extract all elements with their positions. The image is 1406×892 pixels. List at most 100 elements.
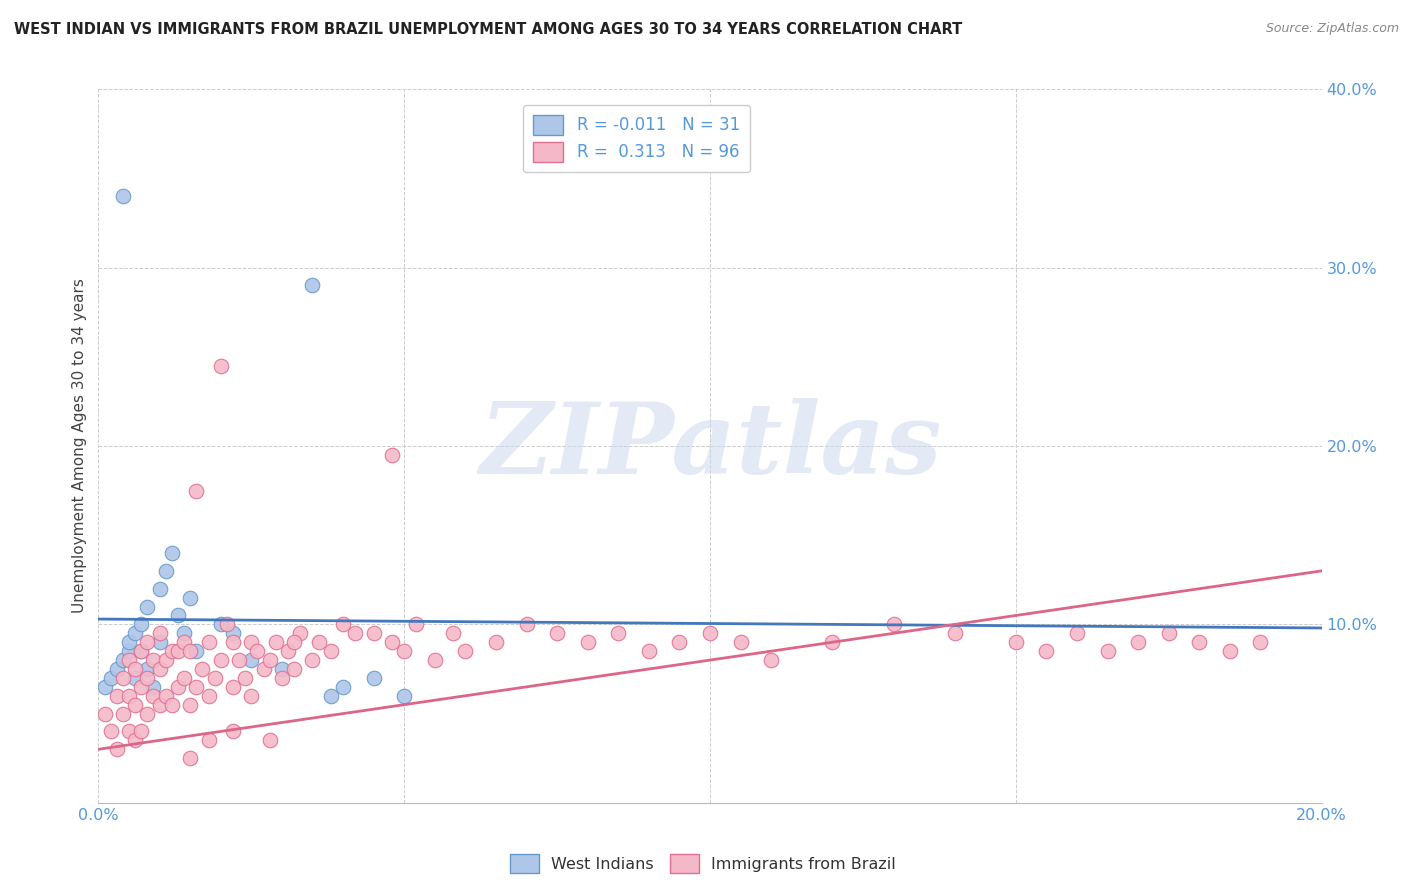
Text: Source: ZipAtlas.com: Source: ZipAtlas.com bbox=[1265, 22, 1399, 36]
Point bbox=[1097, 644, 1119, 658]
Point bbox=[381, 635, 404, 649]
Point bbox=[332, 680, 354, 694]
Point bbox=[516, 617, 538, 632]
Point bbox=[240, 653, 263, 667]
Point bbox=[405, 617, 427, 632]
Point bbox=[142, 689, 165, 703]
Point bbox=[160, 644, 183, 658]
Point bbox=[222, 724, 245, 739]
Point bbox=[332, 617, 354, 632]
Point bbox=[179, 751, 201, 765]
Y-axis label: Unemployment Among Ages 30 to 34 years: Unemployment Among Ages 30 to 34 years bbox=[72, 278, 87, 614]
Point bbox=[344, 626, 367, 640]
Point bbox=[167, 608, 190, 623]
Point bbox=[197, 733, 219, 747]
Point bbox=[111, 189, 134, 203]
Point bbox=[1128, 635, 1150, 649]
Point bbox=[730, 635, 752, 649]
Point bbox=[1157, 626, 1180, 640]
Point bbox=[100, 724, 122, 739]
Point bbox=[576, 635, 599, 649]
Point bbox=[883, 617, 905, 632]
Point bbox=[118, 724, 141, 739]
Point bbox=[204, 671, 226, 685]
Point bbox=[105, 742, 128, 756]
Point bbox=[136, 671, 159, 685]
Point bbox=[160, 546, 183, 560]
Point bbox=[607, 626, 630, 640]
Point bbox=[197, 689, 219, 703]
Point bbox=[283, 662, 305, 676]
Point bbox=[105, 689, 128, 703]
Point bbox=[252, 662, 274, 676]
Point bbox=[546, 626, 568, 640]
Point bbox=[1004, 635, 1026, 649]
Point bbox=[277, 644, 299, 658]
Point bbox=[191, 662, 214, 676]
Point bbox=[111, 706, 134, 721]
Point bbox=[246, 644, 269, 658]
Point bbox=[1066, 626, 1088, 640]
Point bbox=[270, 671, 292, 685]
Point bbox=[209, 653, 232, 667]
Point bbox=[93, 680, 115, 694]
Point bbox=[124, 698, 146, 712]
Point bbox=[319, 644, 342, 658]
Point bbox=[179, 698, 201, 712]
Point bbox=[943, 626, 966, 640]
Point bbox=[149, 662, 172, 676]
Point bbox=[124, 733, 146, 747]
Point bbox=[1219, 644, 1241, 658]
Point bbox=[105, 662, 128, 676]
Point bbox=[149, 582, 172, 596]
Point bbox=[173, 626, 195, 640]
Point bbox=[111, 671, 134, 685]
Point bbox=[209, 617, 232, 632]
Point bbox=[124, 671, 146, 685]
Point bbox=[149, 626, 172, 640]
Point bbox=[136, 662, 159, 676]
Point bbox=[118, 689, 141, 703]
Point bbox=[186, 483, 208, 498]
Point bbox=[363, 671, 385, 685]
Point bbox=[149, 635, 172, 649]
Point bbox=[215, 617, 238, 632]
Point bbox=[93, 706, 115, 721]
Point bbox=[129, 644, 152, 658]
Point bbox=[179, 644, 201, 658]
Point bbox=[301, 653, 323, 667]
Point bbox=[149, 698, 172, 712]
Point bbox=[167, 644, 190, 658]
Point bbox=[160, 698, 183, 712]
Point bbox=[381, 448, 404, 462]
Point bbox=[454, 644, 477, 658]
Legend: R = -0.011   N = 31, R =  0.313   N = 96: R = -0.011 N = 31, R = 0.313 N = 96 bbox=[523, 104, 749, 172]
Point bbox=[155, 564, 177, 578]
Point bbox=[308, 635, 330, 649]
Point bbox=[111, 653, 134, 667]
Point bbox=[142, 680, 165, 694]
Point bbox=[173, 635, 195, 649]
Point bbox=[129, 644, 152, 658]
Point bbox=[186, 644, 208, 658]
Point bbox=[759, 653, 782, 667]
Point bbox=[142, 653, 165, 667]
Text: WEST INDIAN VS IMMIGRANTS FROM BRAZIL UNEMPLOYMENT AMONG AGES 30 TO 34 YEARS COR: WEST INDIAN VS IMMIGRANTS FROM BRAZIL UN… bbox=[14, 22, 962, 37]
Point bbox=[222, 680, 245, 694]
Point bbox=[240, 635, 263, 649]
Text: ZIPatlas: ZIPatlas bbox=[479, 398, 941, 494]
Point bbox=[222, 635, 245, 649]
Point bbox=[301, 278, 323, 293]
Point bbox=[136, 599, 159, 614]
Point bbox=[363, 626, 385, 640]
Point bbox=[1249, 635, 1271, 649]
Point bbox=[129, 724, 152, 739]
Point bbox=[259, 733, 281, 747]
Point bbox=[173, 671, 195, 685]
Point bbox=[167, 680, 190, 694]
Point bbox=[186, 680, 208, 694]
Point bbox=[136, 635, 159, 649]
Point bbox=[1188, 635, 1211, 649]
Point bbox=[668, 635, 690, 649]
Point bbox=[124, 626, 146, 640]
